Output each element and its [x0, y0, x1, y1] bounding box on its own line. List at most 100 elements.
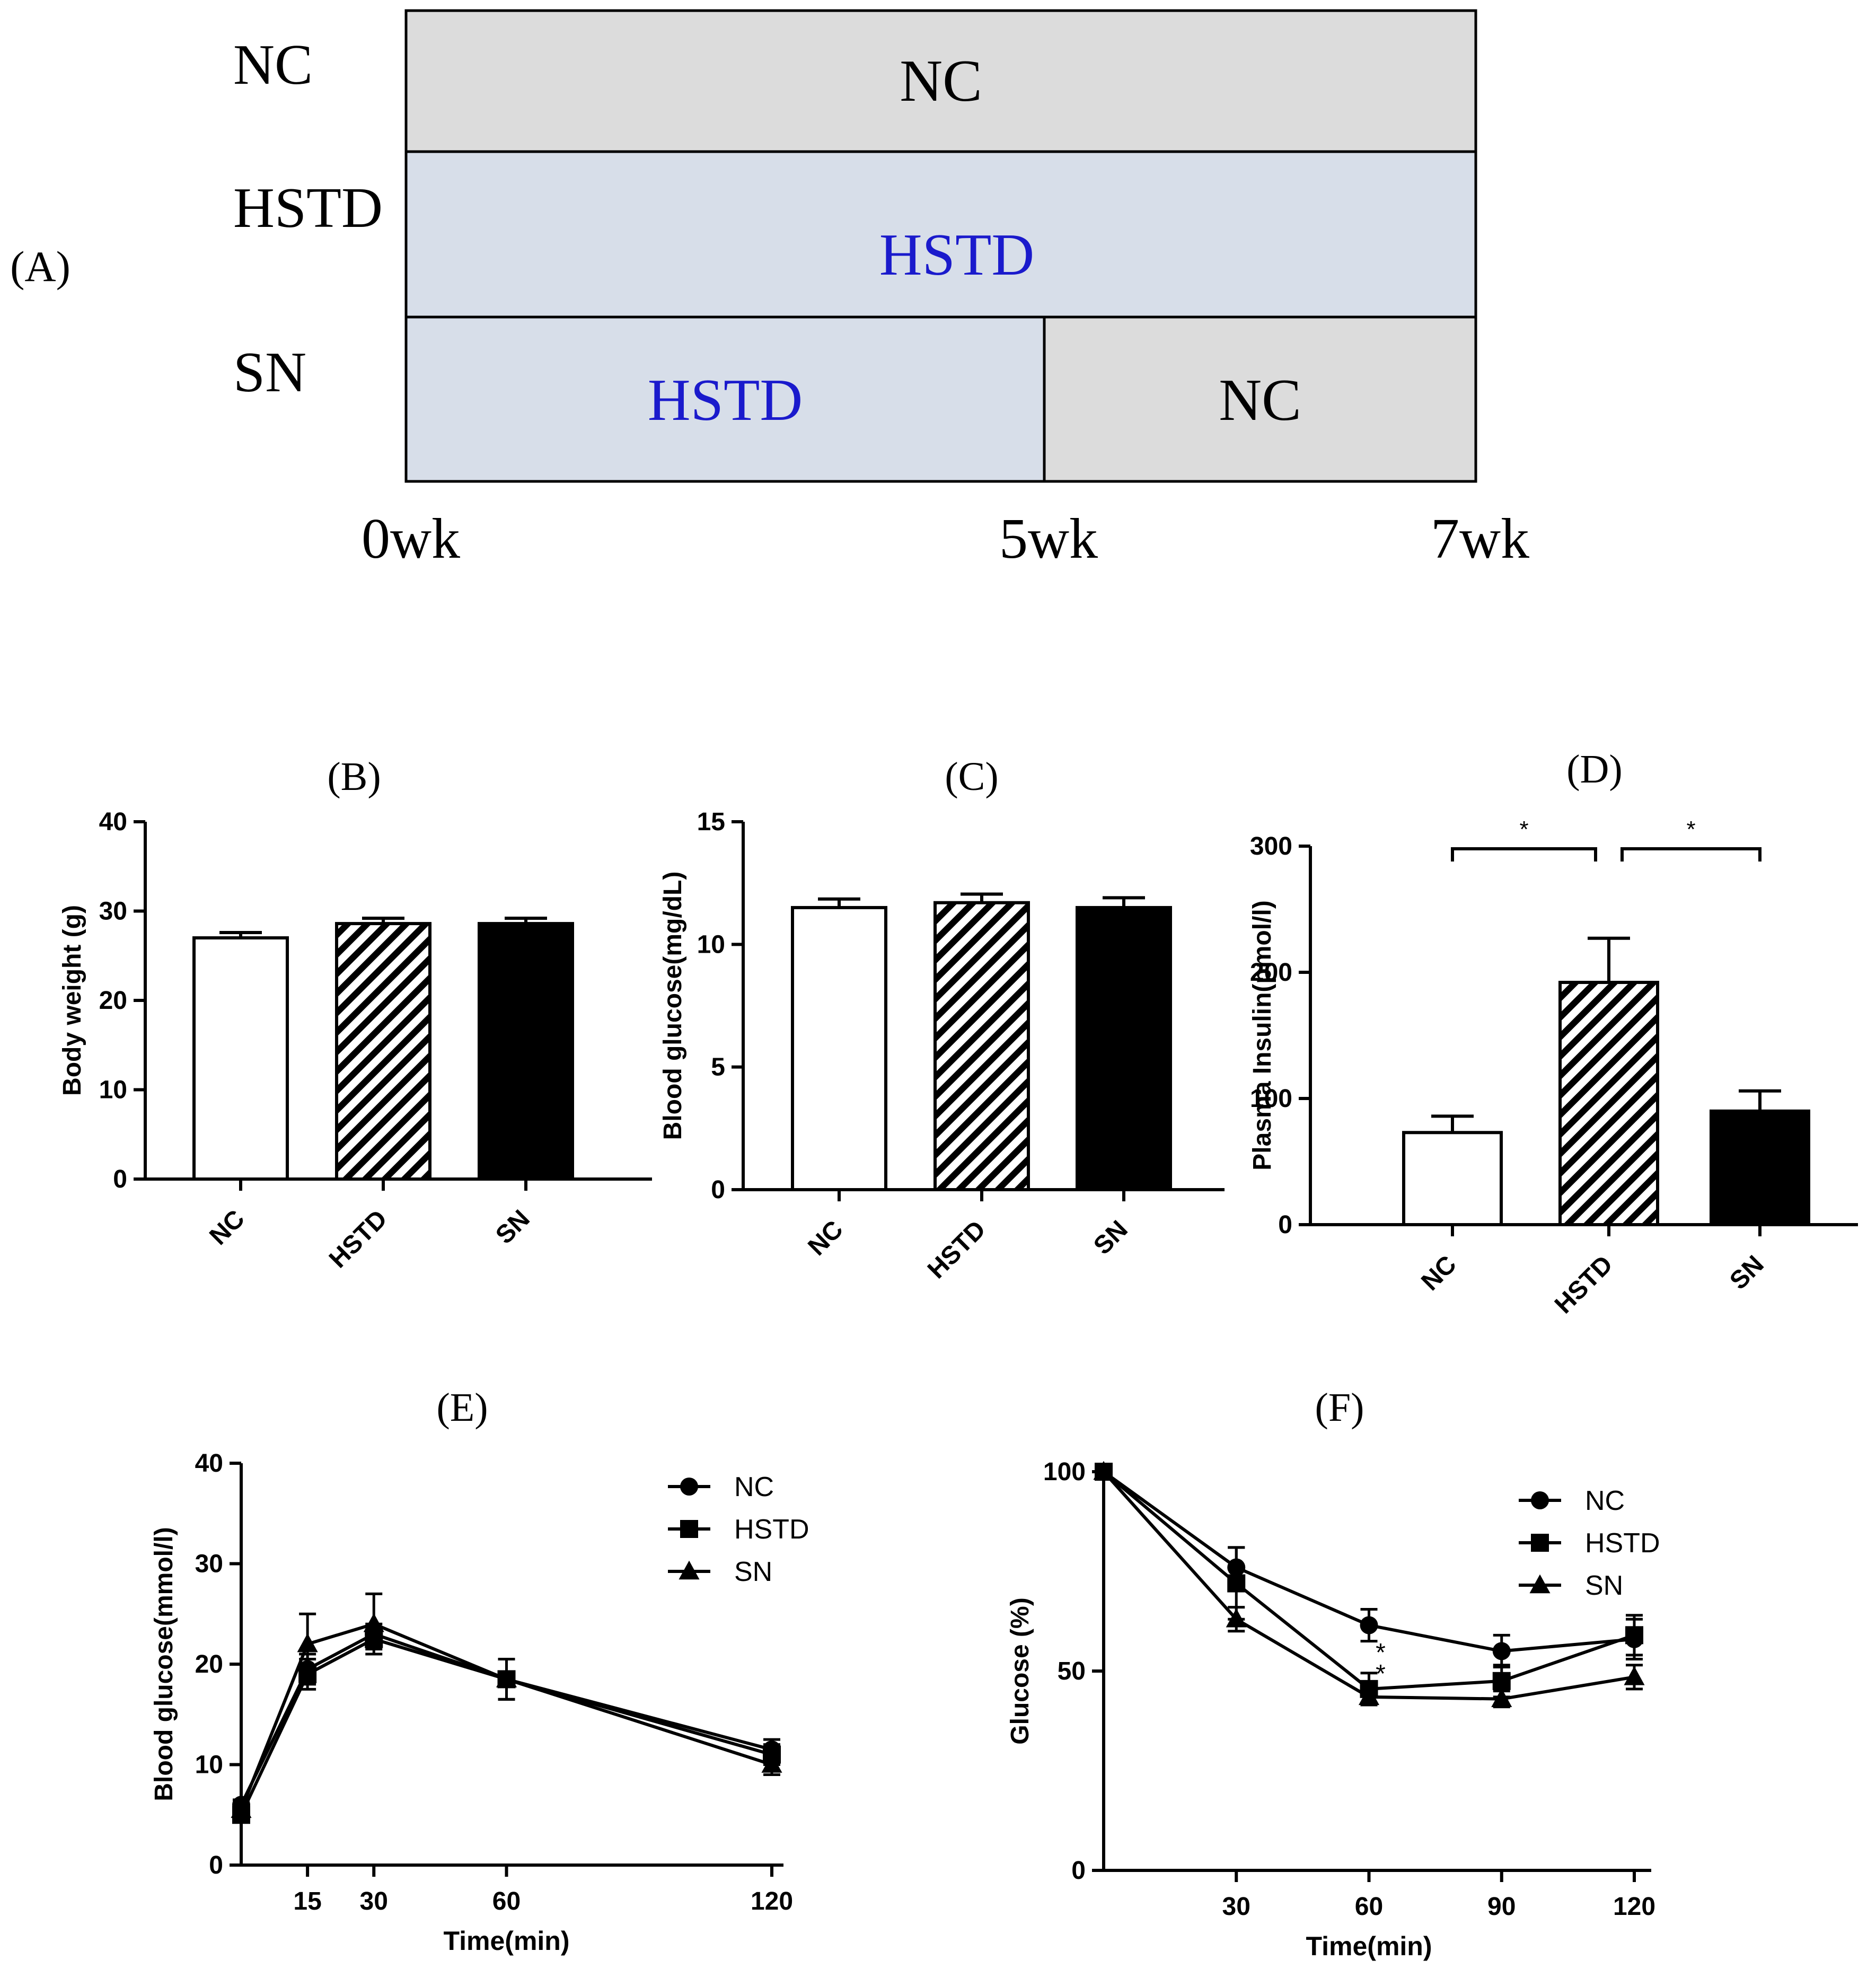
bar-hstd [1558, 981, 1659, 1227]
bar-nc [1402, 1131, 1503, 1227]
panel-a: (A) NC HSTD SN NC HSTD HSTD NC 0wk 5wk 7… [10, 9, 1529, 570]
panel-label: (F) [1315, 1385, 1364, 1430]
y-tick-label: 30 [195, 1550, 223, 1578]
y-tick-label: 10 [99, 1076, 127, 1104]
y-tick-label: 300 [1250, 832, 1292, 860]
bar-nc [192, 936, 289, 1181]
timeline-sn-nc-label: NC [1219, 367, 1301, 433]
timeline-nc-segment-label: NC [900, 48, 982, 114]
y-tick-label: 0 [1278, 1211, 1292, 1239]
x-tick-label: 120 [751, 1887, 793, 1915]
y-tick-label: 10 [195, 1751, 223, 1779]
panel-label: (E) [436, 1385, 488, 1430]
x-tick-label: 30 [360, 1887, 388, 1915]
chart-d-plasma-insulin: 0 100 200 300 Plasma Insulin(pmol/l) (D) NC HST… [1248, 747, 1858, 1319]
x-tick-label: HSTD [1549, 1250, 1618, 1319]
timeline-hstd-bar [404, 150, 1477, 319]
y-tick-label: 0 [711, 1176, 725, 1204]
time-label-7wk: 7wk [1431, 507, 1529, 570]
x-tick-label: HSTD [922, 1215, 991, 1284]
x-tick-label: 60 [492, 1887, 521, 1915]
x-tick-label: NC [204, 1205, 250, 1250]
legend-label: HSTD [1585, 1528, 1660, 1559]
x-tick-label: NC [803, 1215, 848, 1261]
timeline-hstd-segment-label: HSTD [879, 222, 1034, 288]
legend-label: NC [734, 1472, 774, 1502]
data-point-sn [297, 1633, 318, 1652]
data-point-hstd [1492, 1672, 1511, 1690]
y-tick-label: 15 [697, 808, 725, 836]
y-tick-label: 0 [1071, 1857, 1086, 1885]
row-label-sn: SN [233, 341, 306, 404]
significance-star: * [1376, 1639, 1386, 1667]
y-tick-label: 20 [99, 987, 127, 1015]
legend-marker-hstd [680, 1520, 698, 1538]
bar-hstd [933, 901, 1030, 1192]
y-axis-label: Body weight (g) [58, 905, 86, 1096]
data-point-hstd [1227, 1574, 1246, 1593]
x-axis-label: Time(min) [444, 1926, 570, 1956]
data-point-sn [231, 1799, 252, 1818]
chart-b-body-weight: 0 10 20 30 40 Body weight (g) (B) NC HSTD SN [58, 754, 652, 1273]
chart-f-insulin-tolerance: 0 50 100 Glucose (%) (F) 30 60 90 120 Time(min) NC… [1006, 1385, 1660, 1961]
panel-label: (C) [945, 754, 998, 799]
timeline-sn-hstd-label: HSTD [648, 367, 803, 433]
bar-sn [478, 922, 574, 1181]
x-axis-label: Time(min) [1306, 1931, 1432, 1961]
legend-marker-hstd [1531, 1534, 1549, 1552]
bar-hstd [335, 922, 431, 1181]
legend-label: HSTD [734, 1514, 809, 1545]
data-point-sn [761, 1754, 782, 1773]
y-axis-label: Blood glucose(mmol/l) [150, 1527, 178, 1801]
y-tick-label: 0 [113, 1165, 127, 1193]
legend-marker-sn [1529, 1574, 1551, 1594]
chart-c-blood-glucose: 0 5 10 15 Blood glucose(mg/dL) (C) NC HSTD SN [659, 754, 1225, 1284]
panel-a-label: (A) [10, 242, 71, 291]
y-tick-label: 5 [711, 1053, 725, 1082]
x-tick-label: 60 [1355, 1893, 1383, 1921]
bar-sn [1710, 1109, 1810, 1227]
legend-label: SN [734, 1557, 772, 1587]
significance-star: * [1376, 1660, 1386, 1688]
significance-bracket [1620, 847, 1761, 862]
legend-marker-nc [680, 1478, 698, 1496]
x-tick-label: 15 [293, 1887, 321, 1915]
data-point-sn [363, 1613, 384, 1632]
data-point-nc [1360, 1616, 1378, 1634]
significance-bracket [1451, 847, 1597, 862]
x-tick-label: SN [490, 1205, 535, 1250]
y-tick-label: 100 [1043, 1458, 1086, 1486]
y-tick-label: 40 [195, 1449, 223, 1478]
legend-label: SN [1585, 1570, 1623, 1601]
data-point-sn [1491, 1688, 1512, 1707]
y-axis-label: Plasma Insulin(pmol/l) [1248, 900, 1276, 1170]
data-point-sn [496, 1668, 517, 1687]
series-line-hstd [1103, 1470, 1635, 1691]
data-point-sn [1093, 1461, 1114, 1480]
time-label-5wk: 5wk [999, 507, 1098, 570]
y-tick-label: 30 [99, 898, 127, 926]
panel-label: (D) [1566, 747, 1623, 792]
timeline-nc-bar [404, 9, 1477, 153]
x-tick-label: NC [1416, 1250, 1461, 1296]
legend-label: NC [1585, 1485, 1625, 1516]
x-tick-label: SN [1724, 1250, 1769, 1295]
legend-marker-sn [679, 1560, 700, 1580]
y-tick-label: 20 [195, 1650, 223, 1678]
y-tick-label: 200 [1250, 959, 1292, 987]
data-point-sn [1226, 1608, 1247, 1628]
row-label-hstd: HSTD [233, 177, 383, 240]
data-point-sn [1624, 1666, 1645, 1685]
chart-e-glucose-tolerance: 0 10 20 30 40 Blood glucose(mmol/l) (E) 15 30 60 1… [150, 1385, 809, 1956]
bar-nc [791, 906, 887, 1191]
data-point-hstd [1625, 1626, 1643, 1645]
significance-star: * [1686, 816, 1695, 842]
time-label-0wk: 0wk [362, 507, 460, 570]
y-tick-label: 40 [99, 808, 127, 836]
legend-marker-nc [1531, 1491, 1549, 1509]
x-tick-label: SN [1088, 1215, 1133, 1260]
y-axis-label: Blood glucose(mg/dL) [659, 872, 687, 1140]
timeline-sn-hstd-segment [404, 315, 1046, 483]
y-tick-label: 50 [1058, 1657, 1086, 1685]
